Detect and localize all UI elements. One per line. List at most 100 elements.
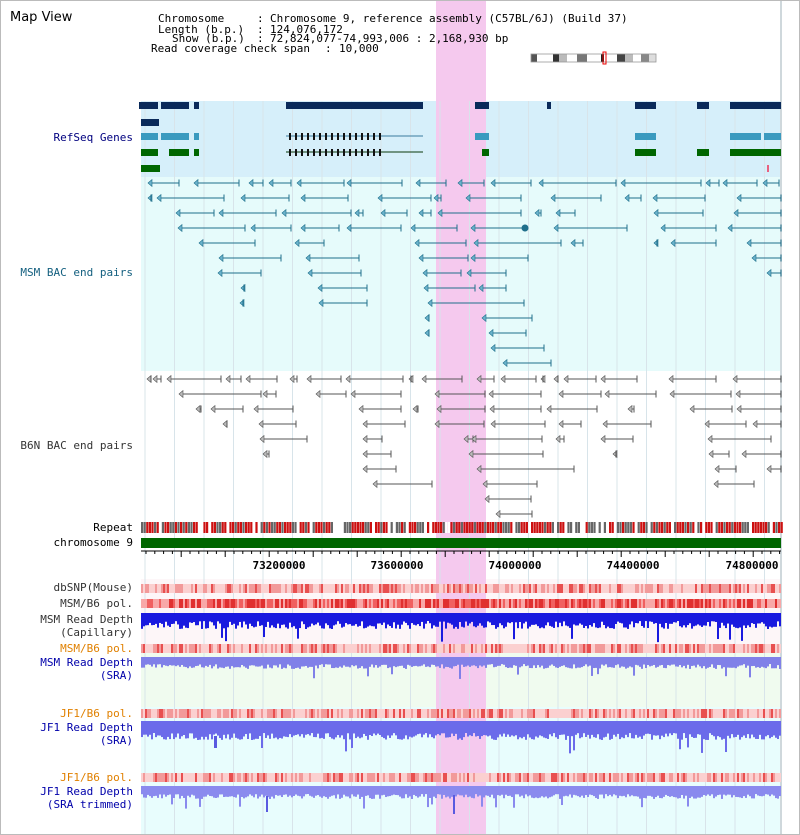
msm-b6-pol-sra-heat (343, 644, 345, 653)
jf1-b6-pol-trimmed-heat (777, 773, 779, 782)
jf1-b6-pol-heat (193, 709, 195, 718)
dbsnp-heat (671, 584, 673, 593)
jf1-b6-pol-heat (693, 709, 695, 718)
track-label-jf1-depth[interactable]: JF1 Read Depth (40, 721, 133, 734)
jf1-b6-pol-trimmed-heat (263, 773, 265, 782)
msm-b6-pol-heat (759, 599, 761, 608)
dbsnp-heat (179, 584, 181, 593)
gene-exon-dark (301, 149, 303, 156)
msm-depth-capillary-bar (145, 613, 147, 626)
dbsnp-heat (389, 584, 391, 593)
msm-b6-pol-heat (247, 599, 249, 608)
dbsnp-heat (197, 584, 199, 593)
msm-bac-end (410, 223, 416, 233)
jf1-b6-pol-heat (633, 709, 635, 718)
msm-b6-pol-heat (515, 599, 517, 608)
track-label-chromosome[interactable]: chromosome 9 (53, 536, 133, 549)
track-label-msm-depth-sra[interactable]: MSM Read Depth (40, 656, 133, 669)
track-label-dbsnp[interactable]: dbSNP(Mouse) (53, 581, 133, 594)
msm-depth-capillary-bar (553, 613, 555, 628)
track-label-jf1-b6-pol-trimmed[interactable]: JF1/B6 pol. (60, 771, 133, 784)
jf1-b6-pol-trimmed-heat (413, 773, 415, 782)
dbsnp-heat (339, 584, 341, 593)
msm-b6-pol-heat (657, 599, 659, 608)
msm-depth-capillary-bar (605, 613, 607, 629)
track-label-msm-bac[interactable]: MSM BAC end pairs (20, 266, 133, 279)
jf1-depth-trimmed-bar (203, 786, 205, 797)
dbsnp-heat (143, 584, 145, 593)
repeat-segment (221, 522, 224, 533)
jf1-depth-bar (233, 721, 235, 734)
dbsnp-heat (359, 584, 361, 593)
jf1-depth-trimmed-bar (327, 786, 329, 799)
msm-b6-pol-heat (175, 599, 177, 608)
jf1-b6-pol-heat (495, 709, 497, 718)
track-label-jf1-b6-pol[interactable]: JF1/B6 pol. (60, 707, 133, 720)
msm-b6-pol-sra-heat (685, 644, 687, 653)
jf1-b6-pol-trimmed-heat (479, 773, 481, 782)
dbsnp-heat (407, 584, 409, 593)
msm-b6-pol-sra-heat (337, 644, 339, 653)
jf1-b6-pol-heat (287, 709, 289, 718)
track-label-msm-b6-pol-sra[interactable]: MSM/B6 pol. (60, 642, 133, 655)
jf1-b6-pol-heat (343, 709, 345, 718)
msm-depth-sra-bar (211, 657, 213, 669)
jf1-depth-bar (681, 721, 683, 740)
dbsnp-heat (289, 584, 291, 593)
msm-bac-end (433, 193, 439, 203)
msm-depth-capillary-bar (327, 613, 329, 626)
jf1-depth-trimmed-bar (735, 786, 737, 797)
jf1-b6-pol-heat (227, 709, 229, 718)
msm-b6-pol-heat (437, 599, 439, 608)
jf1-b6-pol-heat (417, 709, 419, 718)
msm-b6-pol-heat (463, 599, 465, 608)
track-label-msm-b6-pol[interactable]: MSM/B6 pol. (60, 597, 133, 610)
jf1-depth-trimmed-bar (765, 786, 767, 795)
jf1-b6-pol-heat (407, 709, 409, 718)
jf1-b6-pol-heat (149, 709, 151, 718)
jf1-b6-pol-trimmed-heat (167, 773, 169, 782)
jf1-b6-pol-heat (723, 709, 725, 718)
dbsnp-heat (409, 584, 411, 593)
jf1-depth-bar (451, 721, 453, 734)
dbsnp-heat (617, 584, 619, 593)
msm-depth-sra-bar (739, 657, 741, 666)
dbsnp-heat (329, 584, 331, 593)
jf1-depth-bar (469, 721, 471, 736)
jf1-depth-bar (745, 721, 747, 738)
jf1-depth-bar (751, 721, 753, 735)
track-label-msm-depth-capillary[interactable]: MSM Read Depth (40, 613, 133, 626)
msm-b6-pol-sra-heat (551, 644, 553, 653)
msm-depth-capillary-bar (271, 613, 273, 626)
msm-depth-capillary-bar (673, 613, 675, 623)
jf1-depth-bar (155, 721, 157, 738)
dbsnp-heat (775, 584, 777, 593)
jf1-depth-trimmed-bar (661, 786, 663, 799)
track-label-repeat[interactable]: Repeat (93, 521, 133, 534)
track-label-jf1-depth-trimmed[interactable]: JF1 Read Depth (40, 785, 133, 798)
track-label-b6n-bac[interactable]: B6N BAC end pairs (20, 439, 133, 452)
msm-b6-pol-sra-heat (737, 644, 739, 653)
msm-depth-capillary-bar (593, 613, 595, 624)
msm-b6-pol-heat (391, 599, 393, 608)
dbsnp-heat (605, 584, 607, 593)
msm-b6-pol-sra-heat (699, 644, 701, 653)
msm-b6-pol-sra-heat (747, 644, 749, 653)
jf1-b6-pol-trimmed-heat (475, 773, 477, 782)
msm-b6-pol-heat (307, 599, 309, 608)
track-label-refseq[interactable]: RefSeq Genes (53, 131, 133, 144)
repeat-segment (416, 522, 419, 533)
jf1-depth-bar (489, 721, 491, 736)
jf1-b6-pol-heat (377, 709, 379, 718)
msm-depth-sra-bar (595, 657, 597, 668)
msm-depth-capillary-bar (511, 613, 513, 623)
msm-depth-capillary-bar (325, 613, 327, 624)
msm-depth-sra-bar (163, 657, 165, 666)
show-value: 72,824,077-74,993,006 : 2,168,930 bp (270, 32, 509, 45)
jf1-b6-pol-heat (451, 709, 453, 718)
msm-depth-capillary-bar (617, 613, 619, 622)
repeat-segment (570, 522, 573, 533)
dbsnp-heat (697, 584, 699, 593)
msm-b6-pol-sra-heat (721, 644, 723, 653)
